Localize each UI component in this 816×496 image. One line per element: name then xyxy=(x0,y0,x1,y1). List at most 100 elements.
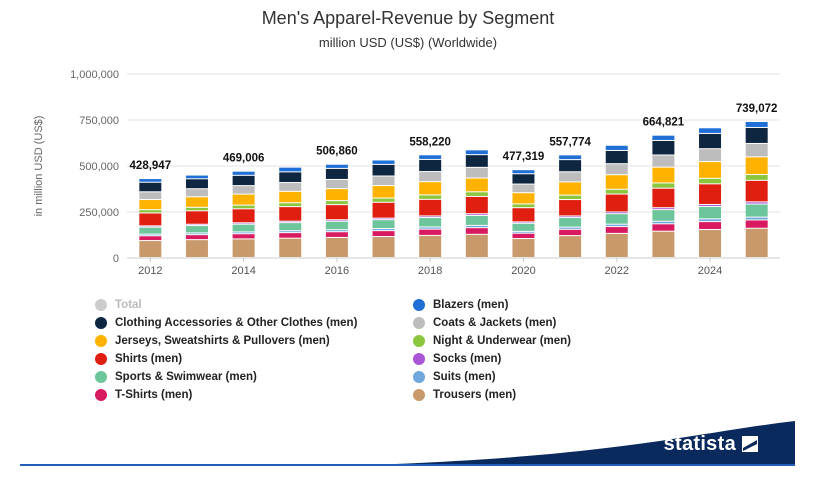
bar-segment xyxy=(699,230,722,257)
bar-segment xyxy=(512,231,535,233)
bar-segment xyxy=(232,239,255,257)
legend-item[interactable]: Total xyxy=(95,296,142,314)
bar-segment xyxy=(185,235,208,240)
bar-segment xyxy=(139,236,162,241)
bar-segment xyxy=(419,195,442,199)
legend-item[interactable]: Coats & Jackets (men) xyxy=(413,314,556,332)
bar-segment xyxy=(419,216,442,218)
bar-segment xyxy=(605,233,628,257)
bar-segment xyxy=(512,239,535,257)
bar-segment xyxy=(465,225,488,228)
bar-segment xyxy=(652,210,675,221)
bar-segment xyxy=(325,164,348,168)
legend-swatch-icon xyxy=(413,299,425,311)
legend-item[interactable]: Socks (men) xyxy=(413,350,501,368)
bar-segment xyxy=(372,218,395,220)
legend-item[interactable]: Sports & Swimwear (men) xyxy=(95,368,257,386)
legend-item[interactable]: Clothing Accessories & Other Clothes (me… xyxy=(95,314,357,332)
total-label: 428,947 xyxy=(130,160,172,172)
bar-segment xyxy=(419,227,442,229)
bar-segment xyxy=(279,207,302,221)
total-label: 557,774 xyxy=(549,136,591,148)
bar-segment xyxy=(279,191,302,203)
legend-item[interactable]: Blazers (men) xyxy=(413,296,508,314)
bar-segment xyxy=(419,235,442,257)
bar-segment xyxy=(745,217,768,220)
bar-segment xyxy=(279,172,302,183)
bar-segment xyxy=(605,227,628,233)
total-label: 739,072 xyxy=(736,103,778,115)
bar-segment xyxy=(745,228,768,257)
bar-segment xyxy=(325,179,348,189)
bar-segment xyxy=(745,175,768,180)
bar-segment xyxy=(512,233,535,239)
bar-segment xyxy=(139,227,162,234)
bar-segment xyxy=(185,179,208,189)
bar-segment xyxy=(512,184,535,193)
statista-logo[interactable]: statista xyxy=(664,429,758,459)
bar-segment xyxy=(559,172,582,182)
bar-segment xyxy=(325,168,348,179)
total-label: 477,319 xyxy=(503,151,545,163)
bar-segment xyxy=(185,226,208,233)
legend-item[interactable]: T-Shirts (men) xyxy=(95,386,192,404)
bar-segment xyxy=(745,122,768,127)
legend-label: T-Shirts (men) xyxy=(115,389,193,401)
bar-segment xyxy=(139,241,162,257)
x-tick-label: 2022 xyxy=(605,265,629,277)
legend-swatch-icon xyxy=(95,317,107,329)
bar-segment xyxy=(699,149,722,162)
legend-item[interactable]: Suits (men) xyxy=(413,368,496,386)
bar-segment xyxy=(139,192,162,200)
bar-segment xyxy=(745,143,768,157)
bar-segment xyxy=(559,155,582,160)
bar-segment xyxy=(465,234,488,257)
legend-item[interactable]: Jerseys, Sweatshirts & Pullovers (men) xyxy=(95,332,330,350)
bar-segment xyxy=(232,175,255,186)
total-label: 558,220 xyxy=(409,136,451,148)
legend-item[interactable]: Shirts (men) xyxy=(95,350,182,368)
bar-segment xyxy=(512,174,535,184)
brand-band xyxy=(395,421,795,464)
legend-swatch-icon xyxy=(413,371,425,383)
bar-segment xyxy=(652,208,675,210)
bar-segment xyxy=(279,223,302,231)
bar-segment xyxy=(745,220,768,228)
legend-label: Suits (men) xyxy=(433,371,496,383)
bar-segment xyxy=(372,176,395,186)
legend-label: Night & Underwear (men) xyxy=(433,335,572,347)
y-tick-label: 250,000 xyxy=(79,207,119,219)
legend-item[interactable]: Night & Underwear (men) xyxy=(413,332,571,350)
bar-segment xyxy=(372,237,395,257)
bar-segment xyxy=(419,182,442,195)
bar-segment xyxy=(325,237,348,257)
total-label: 506,860 xyxy=(316,146,358,158)
bar-segment xyxy=(559,195,582,200)
bar-segment xyxy=(605,212,628,214)
bar-segment xyxy=(279,167,302,172)
y-tick-label: 500,000 xyxy=(79,161,119,173)
bar-segment xyxy=(652,140,675,155)
bar-segment xyxy=(745,204,768,217)
legend-item[interactable]: Trousers (men) xyxy=(413,386,516,404)
bar-segment xyxy=(652,188,675,208)
bar-segment xyxy=(652,155,675,167)
bar-segment xyxy=(232,186,255,194)
bar-segment xyxy=(139,179,162,182)
bar-segment xyxy=(325,230,348,232)
bar-segment xyxy=(559,160,582,172)
bar-segment xyxy=(419,218,442,227)
bar-segment xyxy=(232,234,255,239)
bar-segment xyxy=(325,201,348,205)
bar-segment xyxy=(232,171,255,175)
bar-segment xyxy=(139,200,162,210)
bar-segment xyxy=(745,127,768,143)
bar-segment xyxy=(139,210,162,213)
bar-segment xyxy=(465,167,488,178)
legend-swatch-icon xyxy=(413,353,425,365)
bar-segment xyxy=(745,180,768,202)
bar-segment xyxy=(372,164,395,176)
bar-segment xyxy=(185,240,208,257)
bar-segment xyxy=(325,220,348,221)
bar-segment xyxy=(605,214,628,224)
